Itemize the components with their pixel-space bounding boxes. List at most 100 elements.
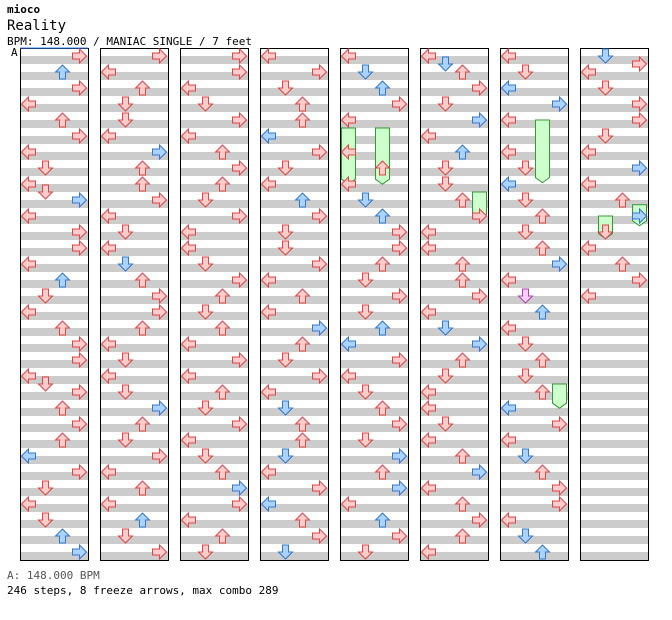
chart-column-5 <box>420 48 489 561</box>
beat-band <box>420 520 488 528</box>
beat-band <box>340 424 408 432</box>
beat-band <box>180 264 248 272</box>
step-arrow-left <box>20 255 36 273</box>
step-arrow-left <box>340 111 356 129</box>
beat-band <box>500 152 568 160</box>
beat-band <box>100 360 168 368</box>
beat-band <box>580 264 648 272</box>
step-arrow-right <box>152 143 168 161</box>
step-arrow-right <box>72 383 88 401</box>
beat-band <box>340 488 408 496</box>
chart-column-1 <box>100 48 169 561</box>
beat-band <box>100 232 168 240</box>
beat-band <box>500 264 568 272</box>
beat-band <box>580 136 648 144</box>
step-arrow-down <box>357 432 374 448</box>
beat-band <box>580 376 648 384</box>
step-arrow-down <box>437 416 454 432</box>
beat-band <box>260 152 328 160</box>
step-arrow-left <box>100 463 116 481</box>
beat-band <box>420 120 488 128</box>
step-arrow-up <box>374 464 391 480</box>
step-arrow-left <box>420 239 436 257</box>
step-arrow-up <box>374 400 391 416</box>
step-arrow-left <box>500 175 516 193</box>
step-arrow-down <box>597 80 614 96</box>
beat-band <box>260 120 328 128</box>
step-arrow-right <box>392 351 408 369</box>
beat-band <box>420 360 488 368</box>
beat-band <box>340 280 408 288</box>
step-arrow-up <box>534 544 551 560</box>
step-arrow-down <box>277 240 294 256</box>
beat-band <box>180 328 248 336</box>
step-arrow-up <box>134 160 151 176</box>
step-arrow-right <box>472 207 488 225</box>
step-arrow-left <box>180 223 196 241</box>
step-arrow-left <box>20 447 36 465</box>
beat-band <box>580 152 648 160</box>
step-arrow-up <box>134 80 151 96</box>
beat-band <box>100 424 168 432</box>
beat-band <box>260 200 328 208</box>
beat-band <box>500 440 568 448</box>
beat-band <box>20 376 88 384</box>
step-arrow-up <box>454 192 471 208</box>
step-arrow-left <box>500 319 516 337</box>
step-arrow-right <box>552 495 568 513</box>
step-arrow-left <box>340 495 356 513</box>
beat-band <box>580 296 648 304</box>
beat-band <box>260 248 328 256</box>
beat-band <box>580 232 648 240</box>
beat-band <box>20 344 88 352</box>
step-arrow-right <box>152 399 168 417</box>
beat-band <box>180 520 248 528</box>
step-arrow-left <box>180 335 196 353</box>
step-arrow-up <box>454 352 471 368</box>
step-arrow-up <box>214 176 231 192</box>
step-arrow-right <box>472 463 488 481</box>
step-arrow-left <box>500 511 516 529</box>
beat-band <box>420 88 488 96</box>
beat-band <box>20 520 88 528</box>
beat-band <box>260 424 328 432</box>
step-arrow-down <box>597 224 614 240</box>
step-arrow-left <box>420 399 436 417</box>
step-arrow-down <box>37 376 54 392</box>
step-arrow-right <box>472 287 488 305</box>
beat-band <box>500 344 568 352</box>
step-arrow-up <box>134 512 151 528</box>
step-arrow-left <box>100 335 116 353</box>
beat-band <box>420 440 488 448</box>
beat-band <box>260 216 328 224</box>
beat-band <box>100 520 168 528</box>
freeze-arrow <box>535 119 550 184</box>
beat-band <box>580 360 648 368</box>
step-arrow-right <box>312 319 328 337</box>
step-arrow-down <box>277 160 294 176</box>
beat-band <box>260 328 328 336</box>
step-arrow-up <box>54 528 71 544</box>
beat-band <box>100 536 168 544</box>
beat-band <box>180 408 248 416</box>
step-arrow-right <box>632 95 648 113</box>
beat-band <box>420 552 488 560</box>
beat-band <box>500 56 568 64</box>
step-arrow-down <box>357 544 374 560</box>
step-arrow-left <box>260 463 276 481</box>
beat-band <box>580 408 648 416</box>
chart-column-3 <box>260 48 329 561</box>
beat-band <box>580 248 648 256</box>
beat-band <box>340 136 408 144</box>
beat-band <box>180 200 248 208</box>
beat-band <box>260 296 328 304</box>
step-arrow-right <box>312 143 328 161</box>
step-arrow-down <box>277 224 294 240</box>
beat-band <box>500 552 568 560</box>
step-arrow-up <box>294 96 311 112</box>
step-arrow-left <box>180 367 196 385</box>
beat-band <box>20 408 88 416</box>
chart-info: BPM: 148.000 / MANIAC SINGLE / 7 feet <box>7 35 253 48</box>
beat-band <box>100 280 168 288</box>
step-arrow-up <box>54 432 71 448</box>
